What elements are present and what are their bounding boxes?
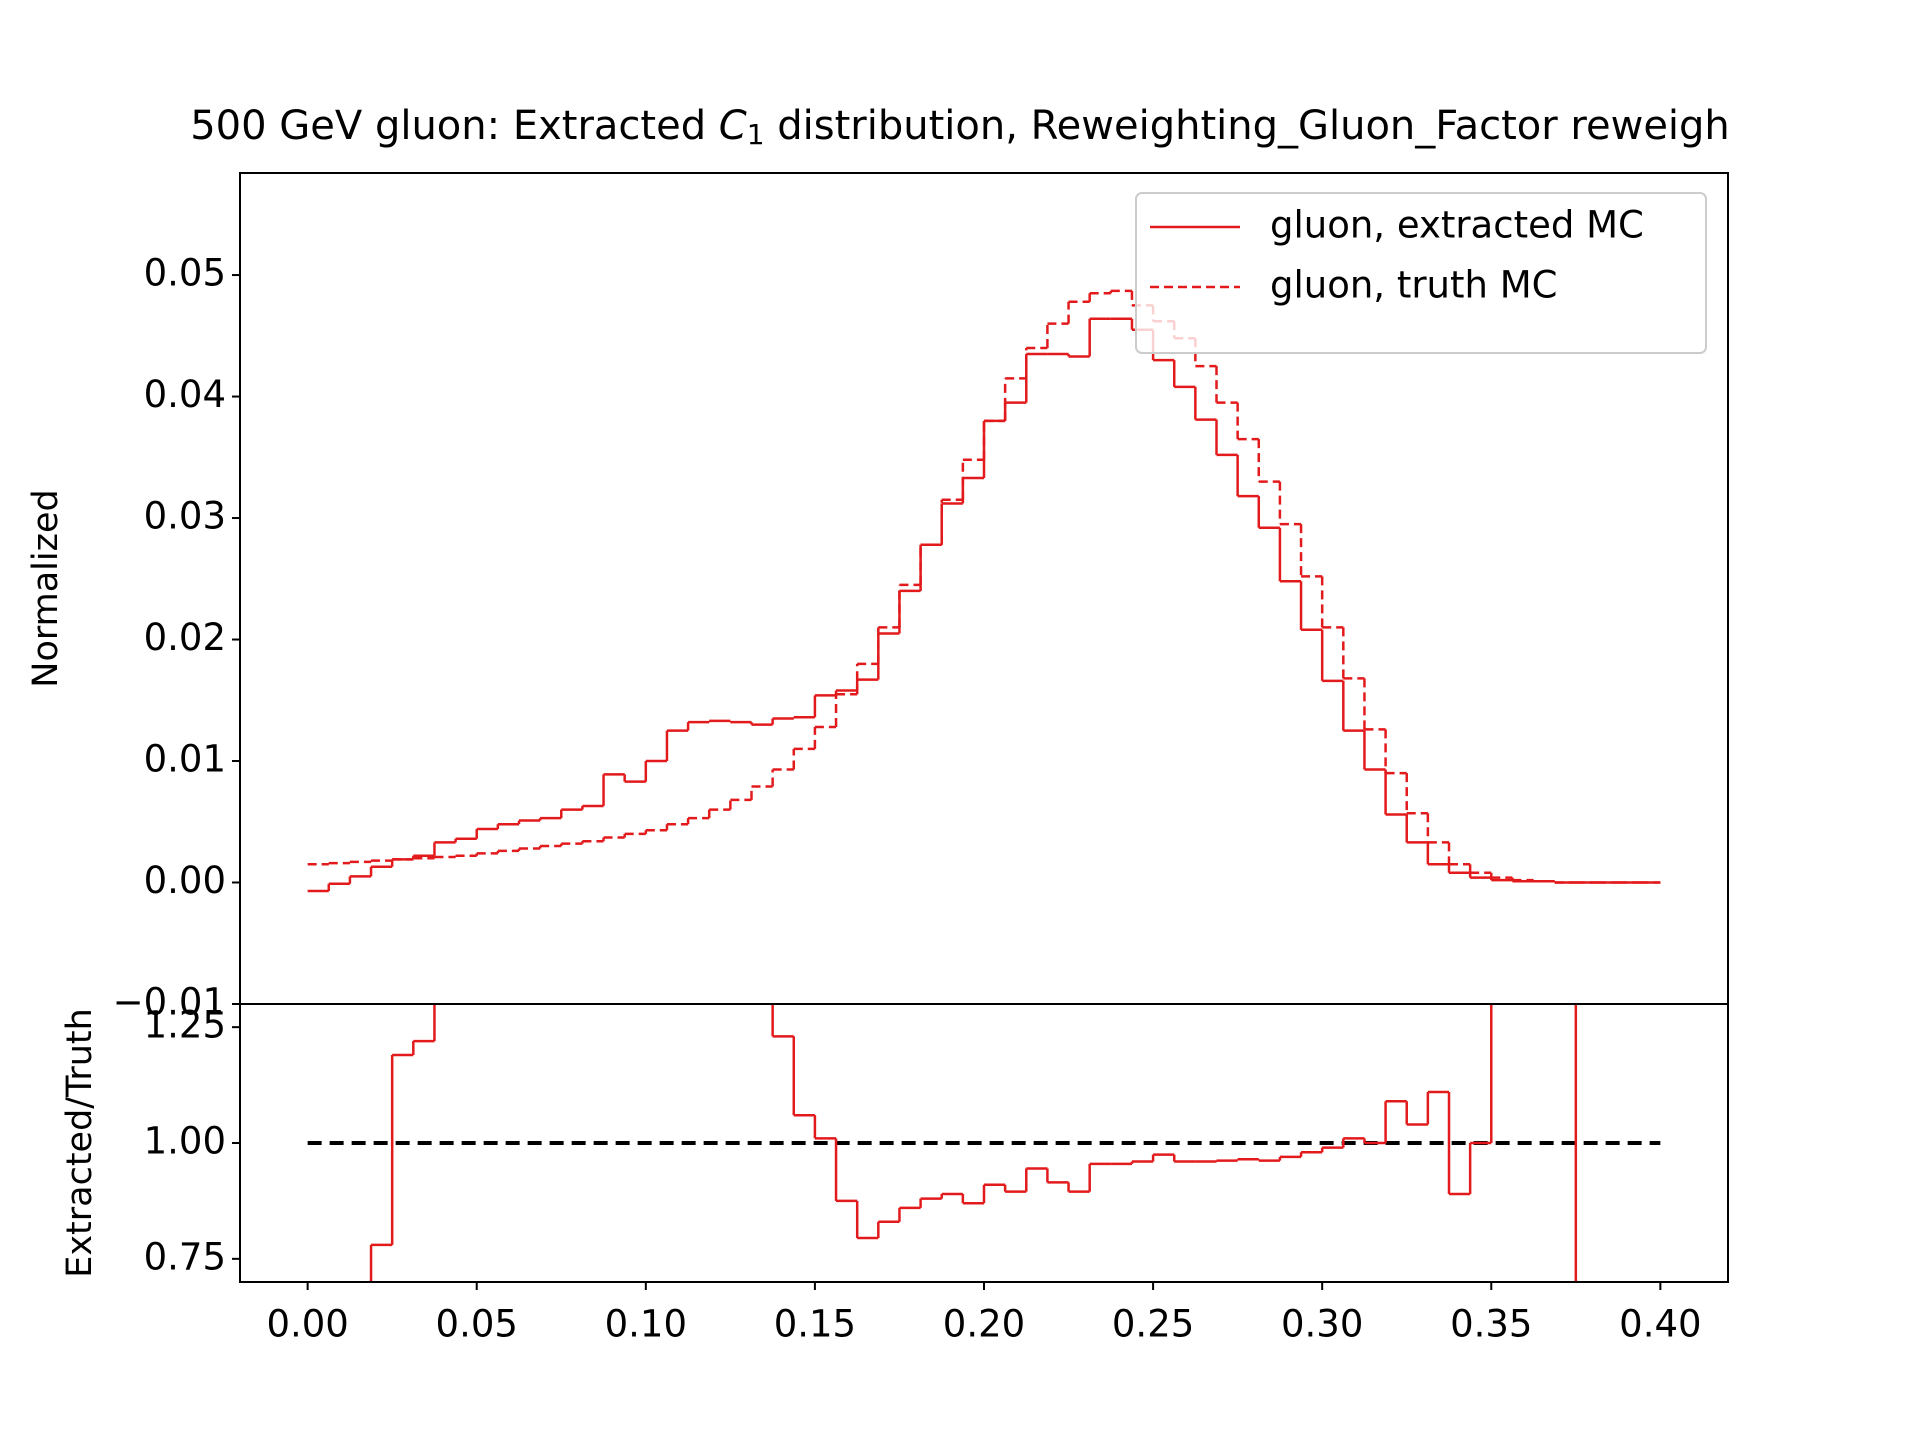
title-part: C [719, 103, 747, 149]
y-tick-label: 0.75 [144, 1235, 226, 1278]
legend-label: gluon, truth MC [1270, 264, 1557, 307]
x-tick-label: 0.10 [605, 1303, 687, 1346]
plot-area [307, 289, 1661, 893]
y-tick-label: 0.00 [144, 859, 226, 902]
y-tick-label: 1.25 [144, 1004, 226, 1047]
x-tick-label: 0.15 [774, 1303, 856, 1346]
y-tick-label: 0.04 [144, 373, 226, 416]
x-tick-label: 0.20 [943, 1303, 1025, 1346]
y-tick-label: 0.03 [144, 495, 226, 538]
y-tick-label: −0.01 [113, 981, 226, 1024]
legend-box [1135, 192, 1707, 354]
x-tick-label: 0.30 [1281, 1303, 1363, 1346]
x-tick-label: 0.25 [1112, 1303, 1194, 1346]
y-axis-label: Normalized [26, 489, 66, 687]
x-tick-label: 0.00 [266, 1303, 348, 1346]
y-axis-label: Extracted/Truth [60, 1008, 100, 1278]
y-tick-label: 0.02 [144, 616, 226, 659]
y-tick-label: 0.05 [144, 252, 226, 295]
axes-frame [239, 1003, 1729, 1283]
legend-label: gluon, extracted MC [1270, 204, 1644, 247]
y-tick-label: 1.00 [144, 1120, 226, 1163]
plot-area [307, 1004, 1661, 1282]
y-tick-label: 0.01 [144, 738, 226, 781]
title-part: distribution, Reweighting_Gluon_Factor r… [765, 103, 1730, 149]
title-part: 1 [747, 118, 765, 151]
x-tick-label: 0.05 [436, 1303, 518, 1346]
title-part: 500 GeV gluon: Extracted [190, 103, 719, 149]
x-tick-label: 0.35 [1450, 1303, 1532, 1346]
x-tick-label: 0.40 [1619, 1303, 1701, 1346]
chart-title: 500 GeV gluon: Extracted C1 distribution… [190, 103, 1730, 151]
